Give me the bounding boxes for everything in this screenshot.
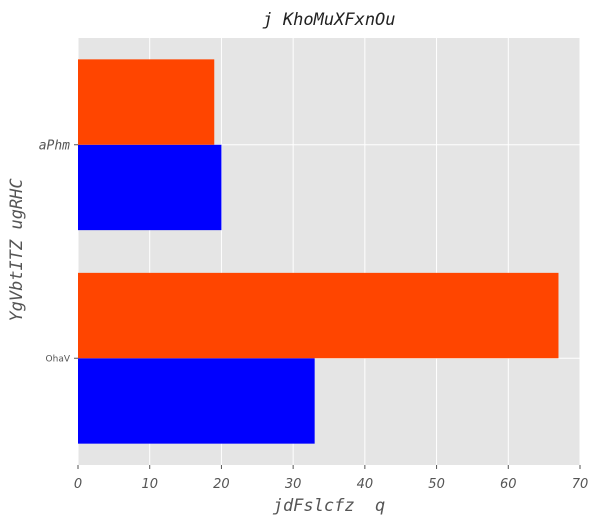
x-tick-label: 10 [141,477,158,492]
x-axis-ticks: 0 10 20 30 40 50 60 70 [74,465,588,492]
x-tick-label: 60 [500,477,517,492]
x-tick-label: 20 [213,477,230,492]
bar-OhaV-series-1 [78,358,315,444]
bar-OhaV-series-2 [78,272,559,359]
bar-aPhm-series-1 [78,144,222,231]
y-axis-label: YgVbtITZ ugRHC [7,178,27,322]
y-tick-label: aPhm [39,138,70,153]
x-tick-label: 40 [357,477,374,492]
bars [78,59,559,444]
chart-title: j KhoMuXFxnOu [262,10,395,30]
bar-aPhm-series-2 [78,59,215,145]
x-axis-label: jdFslcfz q [273,496,386,516]
x-tick-label: 30 [285,477,302,492]
x-tick-label: 50 [428,477,445,492]
x-tick-label: 70 [572,477,589,492]
x-tick-label: 0 [74,477,82,492]
y-axis-ticks: OhaV aPhm [39,138,78,364]
y-tick-label: OhaV [46,354,71,364]
